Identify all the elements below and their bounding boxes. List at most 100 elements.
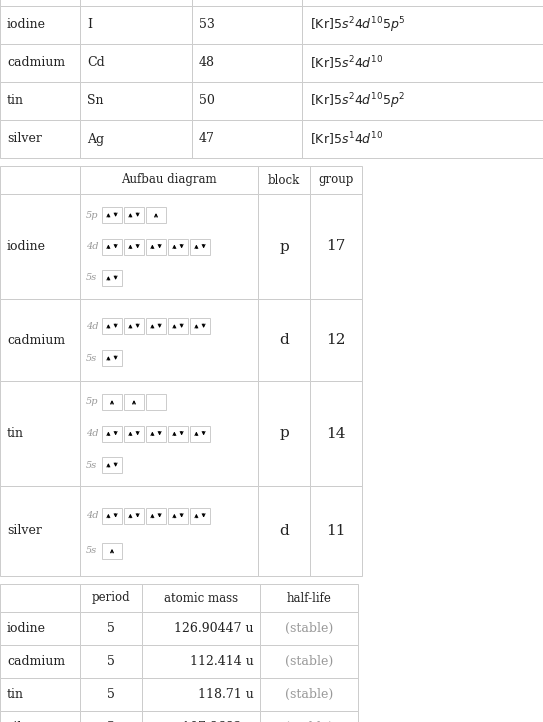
Bar — [310, 486, 362, 576]
Bar — [258, 194, 310, 299]
Bar — [258, 381, 310, 486]
Text: iodine: iodine — [7, 19, 46, 32]
Bar — [192, 0, 302, 6]
Text: 5: 5 — [107, 721, 115, 722]
Text: 14: 14 — [326, 427, 346, 440]
Text: (stable): (stable) — [285, 688, 333, 701]
Bar — [260, 711, 358, 722]
Bar — [80, 645, 142, 678]
Text: I: I — [87, 19, 92, 32]
Text: d: d — [279, 333, 289, 347]
Text: 5: 5 — [107, 688, 115, 701]
Bar — [80, 299, 258, 381]
Bar — [80, 166, 258, 194]
Text: $[\mathrm{Kr}]5s^{1}4d^{10}$: $[\mathrm{Kr}]5s^{1}4d^{10}$ — [310, 130, 383, 148]
Bar — [192, 82, 302, 120]
Bar — [80, 711, 142, 722]
Bar — [124, 508, 144, 523]
Bar — [142, 711, 260, 722]
Text: 5: 5 — [107, 622, 115, 635]
Bar — [102, 207, 122, 223]
Bar — [168, 425, 188, 441]
Text: cadmium: cadmium — [7, 56, 65, 69]
Text: Ag: Ag — [87, 133, 104, 146]
Bar — [168, 318, 188, 334]
Bar — [124, 318, 144, 334]
Text: 126.90447 u: 126.90447 u — [174, 622, 254, 635]
Text: Cd: Cd — [87, 56, 105, 69]
Text: $[\mathrm{Kr}]5s^{2}4d^{10}$: $[\mathrm{Kr}]5s^{2}4d^{10}$ — [310, 54, 383, 71]
Text: 17: 17 — [326, 240, 346, 253]
Bar — [80, 381, 258, 486]
Bar — [124, 394, 144, 410]
Bar — [260, 678, 358, 711]
Text: 4d: 4d — [86, 321, 98, 331]
Bar — [190, 425, 210, 441]
Bar — [146, 508, 166, 523]
Bar — [102, 543, 122, 559]
Bar — [0, 584, 80, 612]
Text: $[\mathrm{Kr}]5s^{2}4d^{10}5p^{2}$: $[\mathrm{Kr}]5s^{2}4d^{10}5p^{2}$ — [310, 91, 406, 110]
Bar — [168, 238, 188, 254]
Bar — [0, 678, 80, 711]
Text: group: group — [318, 173, 353, 186]
Bar — [80, 120, 192, 158]
Bar — [0, 44, 80, 82]
Bar — [310, 299, 362, 381]
Text: 5s: 5s — [86, 354, 97, 362]
Text: 5s: 5s — [86, 274, 97, 282]
Bar — [102, 508, 122, 523]
Text: (stable): (stable) — [285, 622, 333, 635]
Text: tin: tin — [7, 95, 24, 108]
Text: atomic mass: atomic mass — [164, 591, 238, 604]
Text: half-life: half-life — [287, 591, 331, 604]
Text: iodine: iodine — [7, 622, 46, 635]
Bar — [124, 425, 144, 441]
Bar — [142, 612, 260, 645]
Bar — [0, 0, 80, 6]
Bar — [310, 166, 362, 194]
Bar — [190, 238, 210, 254]
Bar — [80, 584, 142, 612]
Text: 5s: 5s — [86, 547, 97, 555]
Bar — [0, 645, 80, 678]
Bar — [124, 238, 144, 254]
Bar — [258, 166, 310, 194]
Text: period: period — [92, 591, 130, 604]
Text: iodine: iodine — [7, 240, 46, 253]
Bar — [80, 486, 258, 576]
Bar — [168, 508, 188, 523]
Text: 118.71 u: 118.71 u — [198, 688, 254, 701]
Bar — [0, 6, 80, 44]
Bar — [80, 0, 192, 6]
Bar — [310, 381, 362, 486]
Text: 5p: 5p — [86, 398, 98, 406]
Text: 112.414 u: 112.414 u — [190, 655, 254, 668]
Text: 5p: 5p — [86, 211, 98, 219]
Text: (stable): (stable) — [285, 655, 333, 668]
Bar — [80, 678, 142, 711]
Bar — [124, 207, 144, 223]
Text: 4d: 4d — [86, 429, 98, 438]
Text: 4d: 4d — [86, 242, 98, 251]
Bar — [102, 457, 122, 473]
Text: (stable): (stable) — [285, 721, 333, 722]
Text: tin: tin — [7, 688, 24, 701]
Bar — [260, 584, 358, 612]
Bar — [258, 299, 310, 381]
Bar — [80, 194, 258, 299]
Bar — [80, 82, 192, 120]
Text: 12: 12 — [326, 333, 346, 347]
Text: 5s: 5s — [86, 461, 97, 469]
Bar — [258, 486, 310, 576]
Bar — [102, 318, 122, 334]
Bar — [0, 612, 80, 645]
Text: silver: silver — [7, 524, 42, 537]
Bar — [80, 6, 192, 44]
Bar — [260, 645, 358, 678]
Text: 5: 5 — [107, 655, 115, 668]
Bar — [0, 299, 80, 381]
Bar — [192, 44, 302, 82]
Bar — [102, 425, 122, 441]
Text: silver: silver — [7, 721, 42, 722]
